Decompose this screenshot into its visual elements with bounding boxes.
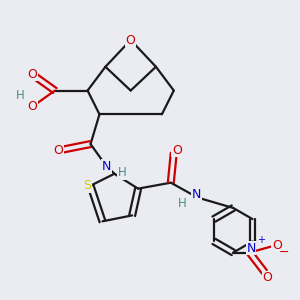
Text: S: S <box>84 179 92 192</box>
Text: O: O <box>53 143 63 157</box>
Text: N: N <box>246 242 256 255</box>
Text: N: N <box>191 188 201 201</box>
Text: O: O <box>28 100 38 113</box>
Text: O: O <box>28 68 38 81</box>
Text: H: H <box>178 197 187 210</box>
Text: −: − <box>279 246 290 259</box>
Text: O: O <box>272 238 282 252</box>
Text: +: + <box>257 235 265 245</box>
Text: O: O <box>172 143 182 157</box>
Text: H: H <box>16 88 25 101</box>
Text: H: H <box>117 166 126 179</box>
Text: O: O <box>126 34 136 46</box>
Text: N: N <box>102 160 112 173</box>
Text: O: O <box>262 271 272 284</box>
